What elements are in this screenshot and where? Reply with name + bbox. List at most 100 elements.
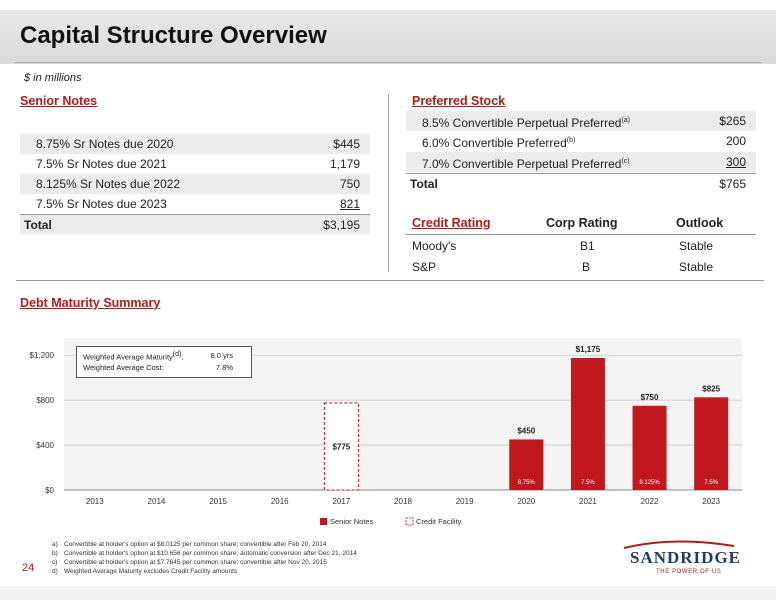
credit-facility-bar	[323, 402, 359, 491]
x-tick-label: 2021	[579, 497, 597, 506]
x-tick-label: 2014	[148, 497, 166, 506]
x-tick-label: 2013	[86, 497, 104, 506]
row-value: 750	[339, 177, 360, 191]
x-tick-label: 2020	[517, 497, 535, 506]
title-bar	[0, 10, 776, 64]
x-tick-label: 2019	[456, 497, 474, 506]
wam-value: 8.0 yrs	[210, 351, 233, 360]
footnote-ref: (a)	[621, 117, 631, 124]
legend-swatch-senior-notes	[320, 518, 327, 525]
wac-label: Weighted Average Cost:	[83, 363, 164, 372]
bar-value-label: $1,175	[576, 345, 601, 354]
y-tick-label: $400	[36, 441, 54, 450]
logo-swoosh-icon	[623, 540, 735, 549]
logo-tagline: THE POWER OF US	[656, 569, 722, 575]
x-tick-label: 2017	[332, 497, 350, 506]
row-label: 7.0% Convertible Perpetual Preferred(c)	[422, 152, 630, 174]
bar-rate-label: 7.5%	[704, 480, 718, 486]
debt-maturity-heading: Debt Maturity Summary	[20, 296, 161, 310]
legend-swatch-credit-facility	[405, 517, 414, 526]
senior-notes-heading: Senior Notes	[20, 94, 98, 108]
senior-notes-row: 7.5% Sr Notes due 2023 821	[20, 194, 370, 214]
corp-rating-cell: B	[582, 260, 591, 274]
senior-notes-total-row: Total $3,195	[20, 214, 370, 234]
units-note: $ in millions	[24, 72, 82, 84]
corp-rating-header: Corp Rating	[546, 216, 618, 230]
preferred-row: 7.0% Convertible Perpetual Preferred(c) …	[406, 152, 756, 172]
footnote: c) Convertible at holder's option at $7.7…	[52, 559, 327, 566]
footnote-ref: (d)	[172, 351, 182, 358]
row-label-text: 7.0% Convertible Perpetual Preferred	[422, 157, 622, 171]
footnote-text: Convertible at holder's option at $10.65…	[64, 550, 357, 557]
bottom-bar	[0, 586, 776, 600]
agency-cell: Moody's	[412, 239, 457, 253]
page-number: 24	[22, 562, 35, 574]
row-value: 200	[725, 134, 746, 148]
sandridge-logo: SANDRIDGE THE POWER OF US	[614, 540, 744, 580]
total-label: Total	[24, 218, 52, 232]
senior-notes-row: 8.125% Sr Notes due 2022 750	[20, 174, 370, 194]
bar-value-label: $825	[702, 384, 720, 393]
preferred-row: 6.0% Convertible Preferred(b) 200	[406, 131, 756, 151]
preferred-total-row: Total $765	[406, 173, 756, 193]
row-value: 300	[725, 155, 746, 169]
footnote-ref: (b)	[566, 137, 576, 144]
footnote-letter: d)	[52, 568, 58, 575]
bar-value-label: $775	[332, 442, 350, 451]
row-label-text: 8.5% Convertible Perpetual Preferred	[422, 116, 622, 130]
bar-rate-label: 7.5%	[581, 480, 595, 486]
outlook-header: Outlook	[676, 216, 724, 230]
bar-rate-label: 8.75%	[518, 480, 536, 486]
bar-value-label: $750	[641, 393, 659, 402]
column-divider	[388, 94, 389, 272]
y-tick-label: $0	[45, 486, 54, 495]
total-label: Total	[410, 177, 438, 191]
credit-rating-divider	[406, 234, 756, 235]
footnote-text: Convertible at holder's option at $8.012…	[64, 541, 327, 548]
senior-notes-row: 7.5% Sr Notes due 2021 1,179	[20, 154, 370, 174]
agency-cell: S&P	[412, 260, 437, 274]
x-tick-label: 2016	[271, 497, 289, 506]
row-label: 7.5% Sr Notes due 2023	[36, 197, 167, 211]
bar-value-label: $450	[517, 426, 535, 435]
y-tick-label: $1,200	[30, 351, 55, 360]
footnote-text: Weighted Average Maturity excludes Credi…	[64, 568, 238, 575]
senior-notes-row: 8.75% Sr Notes due 2020 $445	[20, 134, 370, 154]
senior-notes-bar	[632, 405, 667, 490]
row-label: 7.5% Sr Notes due 2021	[36, 157, 167, 171]
senior-notes-bar	[694, 397, 729, 490]
logo-wordmark: SANDRIDGE	[630, 548, 742, 567]
senior-notes-bar	[570, 358, 605, 490]
row-label: 6.0% Convertible Preferred(b)	[422, 131, 575, 153]
row-label-text: 6.0% Convertible Preferred	[422, 136, 567, 150]
footnote: b) Convertible at holder's option at $10.…	[52, 550, 357, 557]
outlook-cell: Stable	[679, 239, 714, 253]
row-value: 1,179	[329, 157, 360, 171]
legend-label: Credit Facility	[416, 517, 462, 526]
preferred-row: 8.5% Convertible Perpetual Preferred(a) …	[406, 111, 756, 131]
credit-rating-heading: Credit Rating	[412, 216, 491, 230]
footnote-text: Convertible at holder's option at $7.764…	[64, 559, 327, 566]
page-title: Capital Structure Overview	[20, 22, 327, 49]
footnote-letter: c)	[52, 559, 58, 566]
row-value: $265	[719, 114, 746, 128]
senior-notes-bar	[509, 439, 544, 490]
row-label: 8.75% Sr Notes due 2020	[36, 137, 174, 151]
footnote: a) Convertible at holder's option at $8.0…	[52, 541, 326, 548]
row-value: 821	[339, 197, 360, 211]
bar-rate-label: 8.125%	[639, 480, 660, 486]
x-tick-label: 2023	[702, 497, 720, 506]
row-value: $445	[333, 137, 360, 151]
footnote: d) Weighted Average Maturity excludes Cre…	[52, 568, 237, 575]
footnote-letter: a)	[52, 541, 58, 548]
x-tick-label: 2018	[394, 497, 412, 506]
total-value: $3,195	[323, 218, 360, 232]
legend-label: Senior Notes	[330, 517, 374, 526]
weighted-average-box: Weighted Average Maturity(d): 8.0 yrs We…	[76, 346, 252, 378]
corp-rating-cell: B1	[580, 239, 595, 253]
x-tick-label: 2022	[641, 497, 659, 506]
y-tick-label: $800	[36, 396, 54, 405]
row-label: 8.125% Sr Notes due 2022	[36, 177, 181, 191]
footnote-ref: (c)	[621, 158, 630, 165]
section-divider	[16, 280, 764, 281]
